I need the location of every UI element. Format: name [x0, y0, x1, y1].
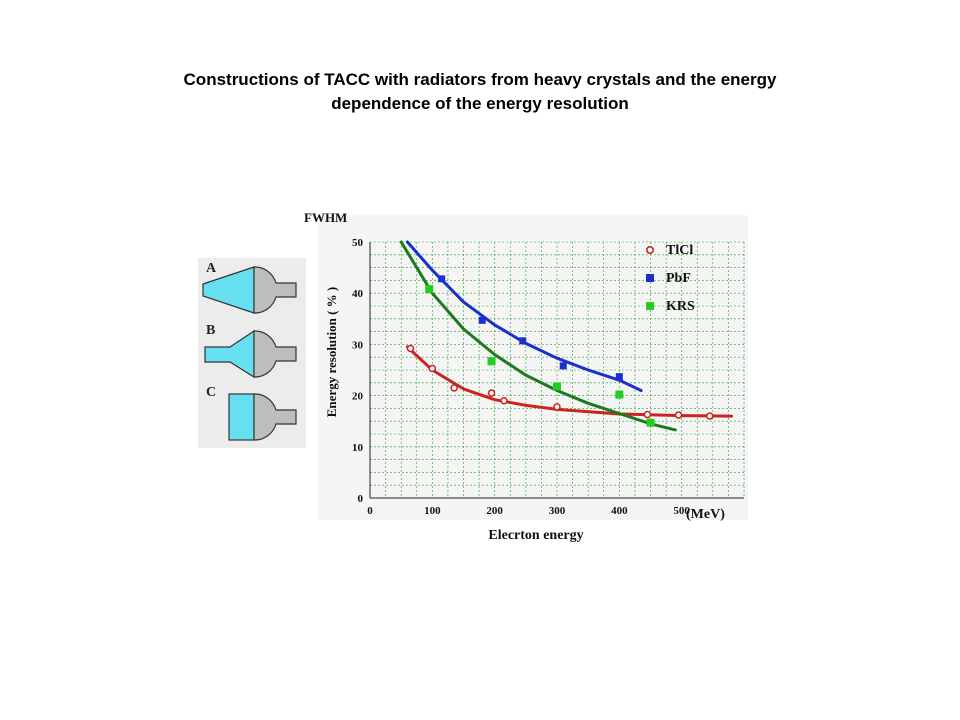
y-tick-label: 40: [352, 288, 364, 300]
radiator-c: [228, 393, 255, 441]
x-axis-unit: (MeV): [686, 507, 725, 522]
title-line-1: Constructions of TACC with radiators fro…: [183, 70, 777, 89]
legend: TlCl PbF KRS: [645, 243, 695, 314]
label-b: B: [206, 323, 215, 338]
fit-curve-krs: [399, 240, 677, 432]
point-pbf: [519, 337, 527, 345]
legend-label-pbf: PbF: [666, 271, 691, 286]
tacc-diagram: A B C: [198, 258, 306, 448]
y-tick-label: 10: [352, 442, 364, 454]
point-tlcl: [553, 403, 561, 411]
point-pbf: [438, 275, 446, 283]
tick-labels: 0 100 200 300 400 500 0 10 20 30 40 50: [352, 237, 690, 517]
y-tick-label: 20: [352, 391, 364, 403]
point-krs: [615, 390, 624, 399]
point-pbf: [615, 373, 623, 381]
y-tick-label: 50: [352, 237, 364, 249]
point-krs: [487, 357, 496, 366]
x-tick-label: 100: [424, 505, 441, 517]
point-tlcl: [674, 411, 683, 419]
chart: 0 100 200 300 400 500 0 10 20 30 40 50 TlCl PbF KRS F…: [304, 210, 748, 543]
x-axis-label: Elecrton energy: [488, 528, 583, 543]
data-points: [406, 275, 714, 427]
point-krs: [646, 418, 655, 427]
chart-background: [318, 215, 748, 520]
y-axis-top-label: FWHM: [304, 210, 347, 225]
y-axis-label: Energy resolution ( % ): [324, 287, 339, 417]
legend-label-krs: KRS: [666, 299, 695, 314]
point-tlcl: [643, 410, 652, 419]
pmt-b: [253, 330, 297, 378]
point-tlcl: [487, 389, 496, 397]
x-tick-label: 400: [611, 505, 628, 517]
legend-marker-tlcl: [645, 246, 654, 255]
legend-label-tlcl: TlCl: [666, 243, 693, 258]
fit-curve-tlcl: [405, 345, 733, 418]
point-tlcl: [406, 344, 415, 353]
x-tick-label: 0: [367, 505, 373, 517]
point-tlcl: [428, 364, 437, 373]
point-pbf: [559, 362, 567, 370]
point-krs: [425, 285, 434, 294]
label-a: A: [206, 261, 217, 276]
x-tick-label: 200: [486, 505, 503, 517]
legend-marker-krs: [646, 302, 654, 310]
pmt-a: [253, 266, 297, 314]
y-tick-label: 0: [358, 493, 364, 505]
y-tick-label: 30: [352, 339, 364, 351]
legend-marker-pbf: [646, 274, 654, 282]
label-c: C: [206, 385, 216, 400]
x-tick-label: 500: [673, 505, 690, 517]
point-tlcl: [705, 412, 714, 420]
point-tlcl: [450, 384, 458, 392]
point-tlcl: [500, 396, 508, 405]
pmt-c: [253, 393, 297, 441]
title-line-2: dependence of the energy resolution: [331, 94, 629, 113]
slide-title: Constructions of TACC with radiators fro…: [80, 68, 880, 116]
point-krs: [553, 382, 561, 391]
axes: [369, 242, 744, 499]
point-pbf: [478, 316, 486, 324]
x-tick-label: 300: [549, 505, 566, 517]
